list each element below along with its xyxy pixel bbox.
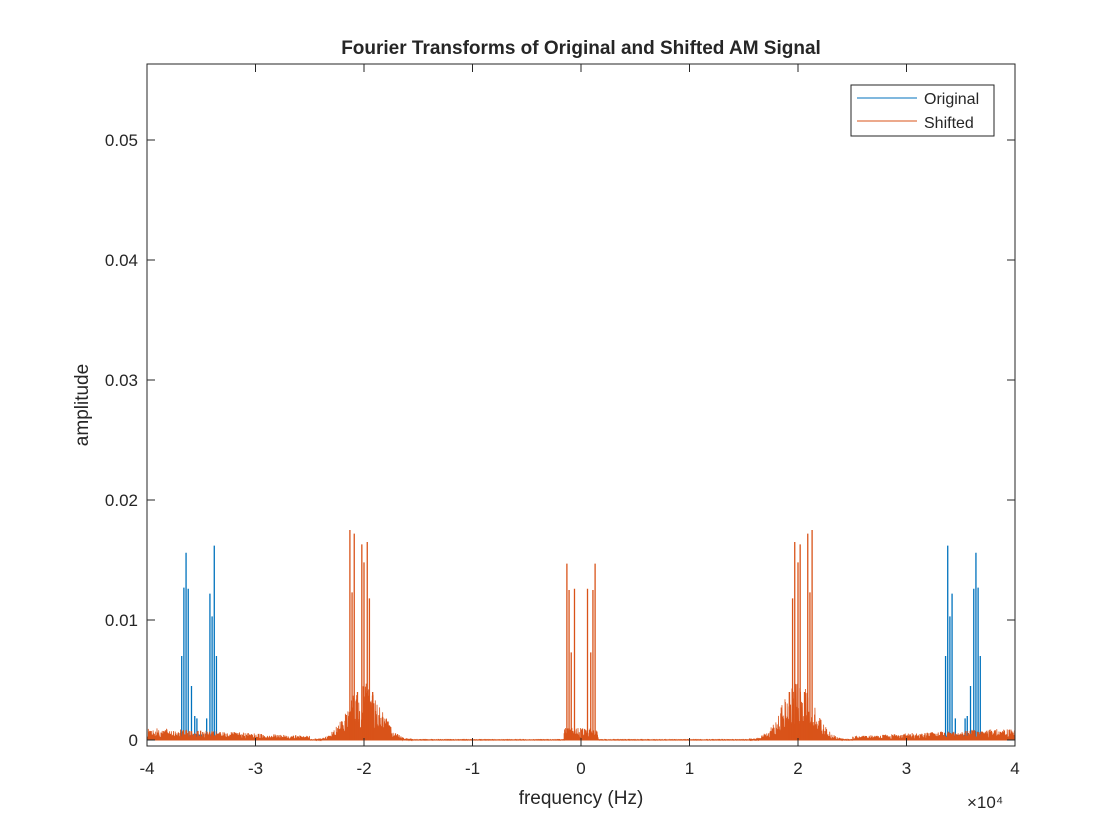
x-tick-label: 3 [902, 759, 911, 778]
x-tick-label: 0 [576, 759, 585, 778]
plot-frame [146, 63, 1016, 747]
x-tick-label: 4 [1010, 759, 1019, 778]
x-tick-label: 2 [793, 759, 802, 778]
legend-box [850, 84, 995, 137]
x-tick-label: 1 [685, 759, 694, 778]
y-tick-label: 0.03 [105, 371, 138, 390]
y-tick-label: 0.02 [105, 491, 138, 510]
x-tick-label: -2 [356, 759, 371, 778]
legend: Original Shifted [850, 84, 995, 137]
legend-label-shifted: Shifted [924, 115, 974, 132]
y-tick-label: 0.05 [105, 131, 138, 150]
plot-area [147, 64, 1015, 746]
x-tick-label: -3 [248, 759, 263, 778]
y-tick-label: 0.01 [105, 611, 138, 630]
x-exponent-label: ×10⁴ [967, 793, 1003, 812]
x-axis-label: frequency (Hz) [519, 788, 644, 809]
y-tick-label: 0 [129, 731, 138, 750]
axis-ticks: -4 -3 -2 -1 0 1 2 3 4 0 0.01 0.02 0.03 0.04 0.05 [105, 64, 1020, 778]
chart-title: Fourier Transforms of Original and Shift… [341, 38, 821, 59]
legend-label-original: Original [924, 91, 979, 108]
x-tick-label: -1 [465, 759, 480, 778]
y-axis-label: amplitude [72, 364, 93, 446]
x-tick-label: -4 [139, 759, 154, 778]
y-tick-label: 0.04 [105, 251, 138, 270]
